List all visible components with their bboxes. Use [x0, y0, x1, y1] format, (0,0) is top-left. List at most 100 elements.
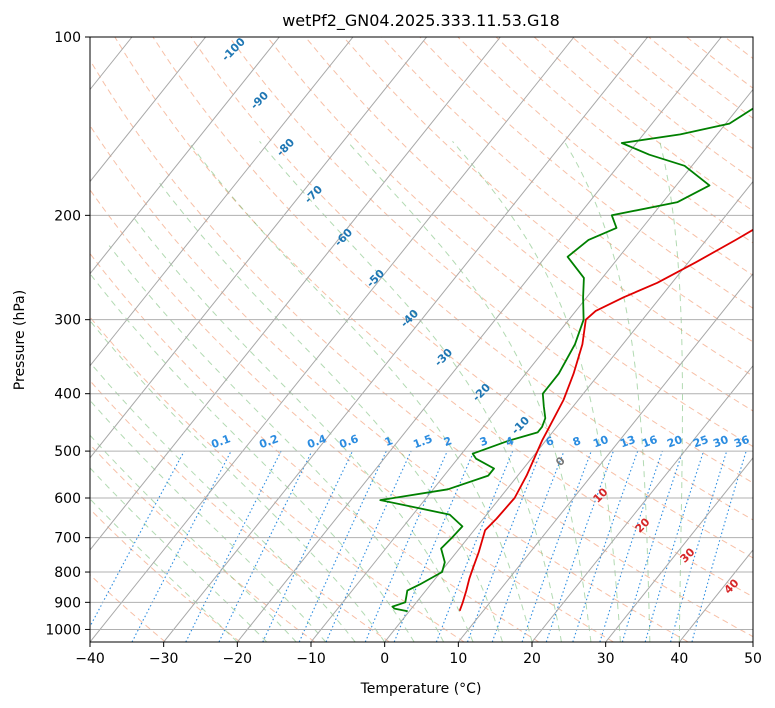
dry-adiabat	[90, 189, 614, 642]
dewpoint-line	[379, 107, 753, 613]
x-tick-label: 10	[449, 651, 467, 667]
mixing-ratio-line	[435, 450, 514, 642]
x-axis-label: Temperature (°C)	[360, 681, 482, 697]
chart-title: wetPf2_GN04.2025.333.11.53.G18	[282, 11, 560, 31]
isotherm	[163, 37, 649, 642]
y-tick-label: 900	[54, 595, 81, 611]
y-tick-label: 400	[54, 387, 81, 403]
mixing-ratio-label: 13	[618, 433, 637, 450]
dry-adiabat	[419, 37, 753, 309]
mixing-ratio-label: 1.5	[411, 432, 434, 451]
mixing-ratio-label: 25	[691, 433, 710, 450]
mixing-ratio-line	[670, 450, 728, 642]
x-tick-label: 0	[380, 651, 389, 667]
mixing-ratio-label: 3	[478, 434, 490, 449]
x-axis: −40 −30 −20 −10 0 10 20 30 40 50	[75, 642, 762, 667]
isotherm	[90, 37, 207, 183]
mixing-ratio-label: 8	[571, 434, 583, 449]
mixing-ratio-label: 20	[665, 433, 684, 451]
mixing-ratio-label: 4	[504, 434, 516, 449]
dry-adiabat	[90, 574, 166, 642]
mixing-ratio-label: 16	[640, 433, 659, 451]
y-axis-label: Pressure (hPa)	[12, 290, 28, 390]
y-tick-label: 300	[54, 313, 81, 329]
mixing-ratio-label: 0.4	[305, 432, 328, 451]
dry-adiabat	[90, 124, 689, 642]
mixing-ratio-line	[621, 450, 684, 642]
plot-frame	[89, 36, 754, 643]
isotherm	[90, 37, 575, 642]
dry-adiabat	[763, 37, 775, 642]
isotherm	[236, 37, 722, 642]
grid-lines	[0, 37, 753, 642]
isotherm	[90, 37, 428, 459]
dry-adiabat	[152, 37, 753, 559]
dry-adiabat	[90, 252, 540, 642]
mixing-ratio-label: 0.1	[209, 432, 232, 451]
mixing-ratio-label: 6	[544, 434, 556, 449]
mixing-ratio-label: 36	[732, 433, 751, 451]
dry-adiabat	[90, 316, 465, 642]
moist-adiabat	[90, 399, 327, 642]
y-tick-label: 800	[54, 565, 81, 581]
x-tick-label: −40	[75, 651, 105, 667]
isotherm	[605, 457, 753, 642]
x-tick-label: −10	[296, 651, 326, 667]
y-tick-label: 100	[54, 30, 81, 46]
x-tick-label: 20	[523, 651, 541, 667]
moist-adiabat	[90, 361, 356, 642]
dry-adiabat	[266, 37, 753, 448]
mixing-ratio-label: 30	[711, 433, 730, 451]
isotherm	[90, 37, 501, 551]
mixing-ratio-label: 2	[442, 434, 454, 449]
y-tick-label: 700	[54, 531, 81, 547]
x-tick-label: 40	[670, 651, 688, 667]
x-tick-label: −20	[223, 651, 253, 667]
mixing-ratio-line	[572, 450, 639, 642]
mixing-ratio-label: 1	[383, 434, 395, 449]
dry-adiabat	[228, 37, 753, 484]
x-tick-label: 30	[597, 651, 615, 667]
isotherm	[752, 641, 753, 642]
y-tick-label: 600	[54, 491, 81, 507]
plot-area	[90, 37, 753, 642]
mixing-ratio-line	[90, 450, 185, 628]
moist-adiabat	[131, 214, 474, 642]
series-lines	[379, 107, 753, 613]
mixing-ratio-line	[491, 450, 565, 642]
temperature-line	[458, 228, 753, 612]
mixing-ratio-line	[185, 450, 282, 642]
moist-adiabat	[108, 245, 445, 642]
isotherm	[0, 37, 58, 642]
mixing-ratio-label: 0.2	[257, 432, 280, 451]
mixing-ratio-line	[599, 450, 663, 642]
mixing-ratio-line	[325, 450, 412, 642]
y-tick-label: 1000	[45, 622, 81, 638]
dry-adiabat	[90, 443, 316, 642]
mixing-ratio-label: 10	[591, 433, 610, 451]
dry-adiabat	[114, 37, 753, 598]
isotherm	[531, 364, 753, 642]
mixing-ratio-line	[521, 450, 592, 642]
isotherm	[457, 272, 753, 642]
moist-adiabat	[90, 319, 386, 642]
isotherm	[90, 37, 280, 275]
isotherm	[90, 37, 354, 367]
dry-adiabat	[90, 379, 390, 642]
mixing-ratio-label: 0.6	[337, 432, 360, 451]
mixing-ratio-line	[364, 450, 448, 642]
dry-adiabat	[305, 37, 753, 412]
moist-adiabat	[90, 272, 415, 642]
isotherm	[310, 88, 753, 642]
dry-adiabat	[190, 37, 753, 521]
x-tick-label: −30	[149, 651, 179, 667]
moist-adiabat	[90, 467, 268, 642]
y-axis: 100 200 300 400 500 600 700 800 900 1000	[45, 30, 90, 638]
y-tick-label: 500	[54, 444, 81, 460]
y-tick-label: 200	[54, 208, 81, 224]
mixing-ratio-line	[466, 450, 542, 642]
x-tick-label: 50	[744, 651, 762, 667]
isotherm	[384, 180, 753, 642]
mixing-ratio-line	[545, 450, 614, 642]
